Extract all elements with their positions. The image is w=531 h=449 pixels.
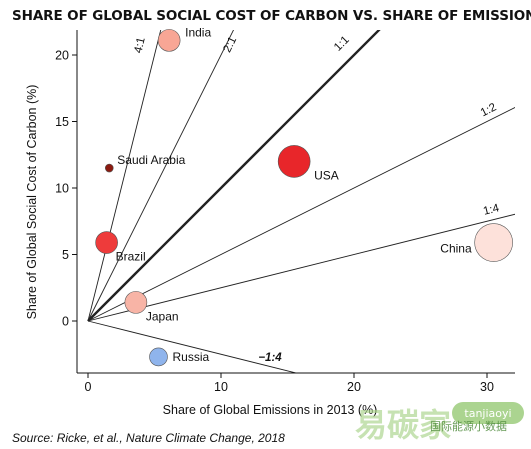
plot-area [77,30,515,373]
ratio-label-4: 1:4 [482,202,501,218]
point-label-japan: Japan [146,309,179,323]
watermark-account: 国际能源小数据 [430,419,507,433]
watermark-logo: 易碳家 [355,406,451,444]
ratio-label-5: −1:4 [258,352,282,364]
ratio-line-1 [87,30,235,322]
bubble-india [157,29,181,52]
ratio-line-3 [87,106,515,322]
x-axis-title: Share of Global Emissions in 2013 (%) [163,403,378,417]
ratio-label-0: 4:1 [132,36,147,54]
source-note: Source: Ricke, et al., Nature Climate Ch… [12,431,285,445]
bubble-china [474,223,513,262]
bubble-saudi-arabia [104,163,114,173]
point-label-india: India [185,25,211,39]
x-tick-label-3: 30 [480,380,494,394]
x-tick-label-2: 20 [347,380,361,394]
x-tick-label-0: 0 [85,380,92,394]
y-axis-title: Share of Global Social Cost of Carbon (%… [25,85,39,320]
x-tick-label-1: 10 [214,380,228,394]
chart-title: SHARE OF GLOBAL SOCIAL COST OF CARBON VS… [12,8,531,24]
watermark: 易碳家 tanjiaoyi 国际能源小数据 [355,402,524,444]
ratio-line-2 [87,30,381,322]
y-tick-label-0: 0 [62,315,69,329]
point-label-saudi-arabia: Saudi Arabia [117,153,185,167]
point-label-usa: USA [314,168,339,182]
bubble-usa [277,145,311,178]
point-label-russia: Russia [172,350,209,364]
ratio-line-5 [87,320,298,373]
ratio-line-4 [87,213,515,322]
point-label-brazil: Brazil [116,250,146,264]
y-tick-label-2: 10 [55,182,69,196]
y-tick-label-1: 5 [62,248,69,262]
bubble-japan [124,291,148,314]
point-label-china: China [440,242,472,256]
y-tick-label-3: 15 [55,115,69,129]
watermark-handle: tanjiaoyi [464,407,511,420]
y-tick-label-4: 20 [55,49,69,63]
bubble-russia [149,347,168,367]
bubble-brazil [95,231,118,254]
watermark-badge [452,402,524,424]
